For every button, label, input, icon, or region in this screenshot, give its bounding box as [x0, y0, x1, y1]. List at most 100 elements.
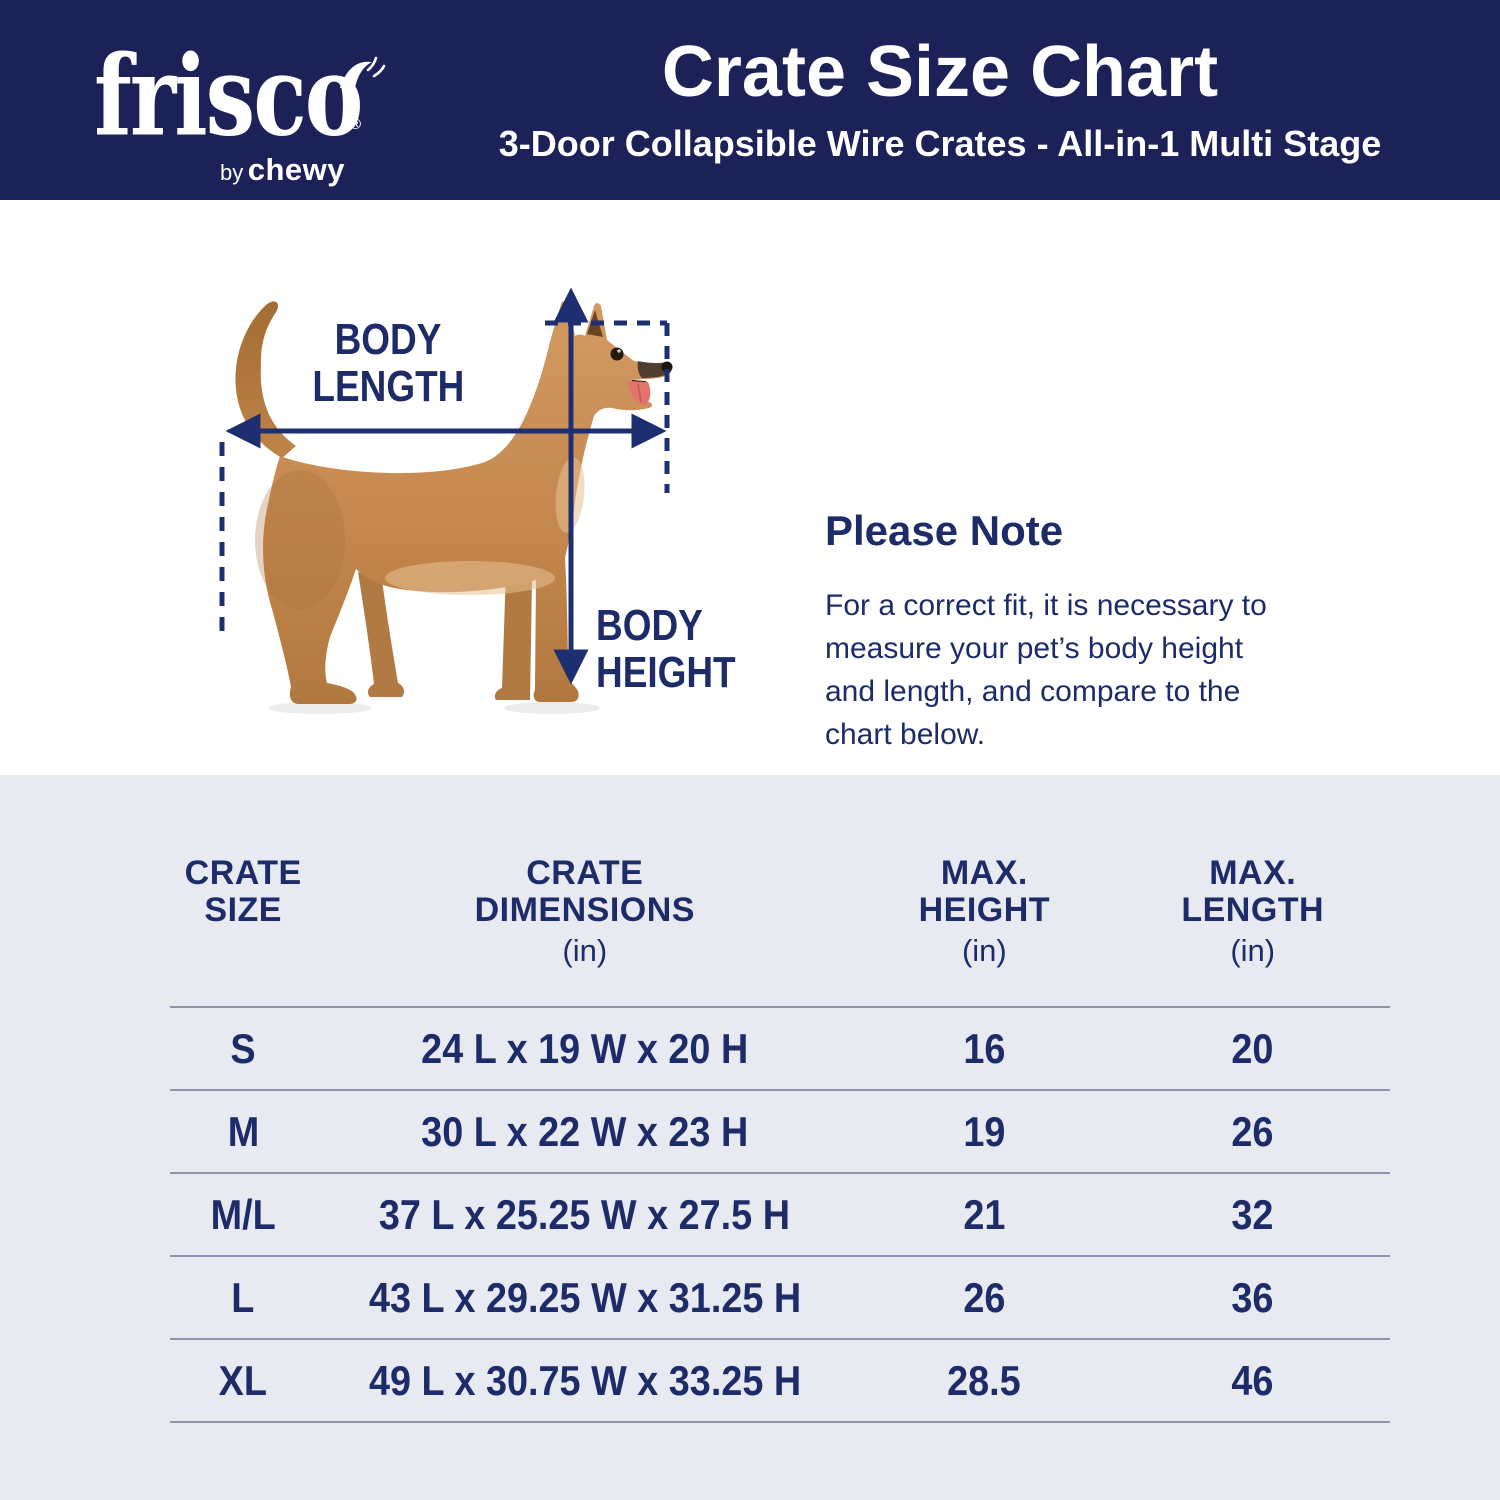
dog-haunch-shading	[255, 470, 345, 610]
max-height-value: 19	[963, 1107, 1006, 1155]
body-length-label: BODY LENGTH	[312, 315, 464, 410]
size-value: S	[230, 1024, 256, 1072]
note-intro: For a correct fit, it is necessary to me…	[825, 584, 1355, 756]
dimensions-value: 43 L x 29.25 W x 31.25 H	[368, 1273, 801, 1321]
dog-belly-highlight	[385, 561, 555, 595]
cell-size: M/L	[170, 1191, 316, 1239]
max-height-value: 26	[963, 1273, 1006, 1321]
size-chart-section: CRATE SIZE CRATE DIMENSIONS (in) MAX. HE…	[0, 775, 1500, 1500]
byline-by: by	[220, 160, 244, 185]
frisco-tail-icon	[340, 56, 386, 88]
size-value: XL	[219, 1356, 268, 1404]
size-table-header: CRATE SIZE CRATE DIMENSIONS (in) MAX. HE…	[170, 855, 1390, 1006]
header-line: MAX.	[940, 854, 1028, 892]
measurement-guides	[219, 287, 670, 685]
dog-shadow	[268, 702, 372, 714]
table-row-s: S 24 L x 19 W x 20 H 16 20	[170, 1006, 1390, 1089]
cell-max-height: 19	[853, 1108, 1115, 1156]
dimensions-value: 49 L x 30.75 W x 33.25 H	[368, 1356, 801, 1404]
dimensions-value: 30 L x 22 W x 23 H	[421, 1107, 749, 1155]
dog-eye-glint	[617, 349, 621, 353]
note-heading: Please Note	[825, 507, 1064, 554]
column-header-max-height: MAX. HEIGHT (in)	[853, 855, 1115, 1006]
column-header-max-length: MAX. LENGTH (in)	[1115, 855, 1390, 1006]
table-row-ml: M/L 37 L x 25.25 W x 27.5 H 21 32	[170, 1172, 1390, 1255]
frisco-logo: frisco ® by chewy	[88, 28, 408, 188]
page-subtitle: 3-Door Collapsible Wire Crates - All-in-…	[498, 123, 1382, 164]
header-line: LENGTH	[1181, 891, 1325, 929]
cell-max-height: 16	[853, 1025, 1115, 1073]
dog-measurement-diagram: BODY LENGTH BODY HEIGHT	[180, 250, 800, 720]
header-banner: frisco ® by chewy Crate Size Chart 3-Doo…	[0, 0, 1500, 200]
cell-size: S	[170, 1025, 316, 1073]
dog-eye	[610, 347, 624, 361]
dog-far-hind-leg	[358, 572, 405, 697]
cell-max-height: 21	[853, 1191, 1115, 1239]
cell-dimensions: 24 L x 19 W x 20 H	[316, 1025, 853, 1073]
note-line: For a correct fit, it is necessary to	[825, 589, 1267, 622]
header-line: DIMENSIONS	[474, 891, 695, 929]
max-length-value: 32	[1231, 1190, 1274, 1238]
table-row-m: M 30 L x 22 W x 23 H 19 26	[170, 1089, 1390, 1172]
body-height-label: BODY HEIGHT	[596, 602, 764, 696]
body-height-line1: BODY	[596, 601, 703, 650]
registered-mark: ®	[350, 116, 362, 133]
cell-size: XL	[170, 1357, 316, 1405]
note-line: and length, and compare to the	[825, 675, 1241, 708]
cell-max-height: 28.5	[853, 1357, 1115, 1405]
size-table: CRATE SIZE CRATE DIMENSIONS (in) MAX. HE…	[170, 855, 1390, 1423]
max-height-value: 28.5	[947, 1356, 1022, 1404]
header-unit: (in)	[961, 933, 1007, 968]
cell-max-length: 26	[1115, 1108, 1390, 1156]
body-length-line1: BODY	[334, 315, 442, 364]
dog-far-front-leg	[494, 570, 532, 700]
header-line: SIZE	[204, 891, 282, 929]
header-unit: (in)	[1230, 933, 1276, 968]
cell-dimensions: 49 L x 30.75 W x 33.25 H	[316, 1357, 853, 1405]
dog-tongue-crease	[637, 383, 642, 403]
header-line: HEIGHT	[918, 891, 1051, 929]
table-row-l: L 43 L x 29.25 W x 31.25 H 26 36	[170, 1255, 1390, 1338]
page-title: Crate Size Chart	[661, 32, 1219, 112]
frisco-wordmark: frisco	[94, 29, 363, 161]
cell-dimensions: 43 L x 29.25 W x 31.25 H	[316, 1274, 853, 1322]
cell-max-height: 26	[853, 1274, 1115, 1322]
dog-shadow	[504, 702, 600, 714]
body-height-line2: HEIGHT	[596, 648, 736, 697]
table-row-xl: XL 49 L x 30.75 W x 33.25 H 28.5 46	[170, 1338, 1390, 1421]
note-line: measure your pet’s body height	[825, 632, 1244, 665]
header-line: CRATE	[184, 854, 302, 892]
dimensions-value: 37 L x 25.25 W x 27.5 H	[379, 1190, 791, 1238]
cell-dimensions: 37 L x 25.25 W x 27.5 H	[316, 1191, 853, 1239]
note-line: chart below.	[825, 718, 986, 751]
dog-nose	[661, 361, 673, 373]
size-value: L	[231, 1273, 255, 1321]
chewy-byline: by chewy	[220, 152, 345, 188]
cell-max-length: 46	[1115, 1357, 1390, 1405]
max-height-value: 16	[963, 1024, 1006, 1072]
max-length-value: 26	[1231, 1107, 1274, 1155]
cell-size: L	[170, 1274, 316, 1322]
cell-max-length: 20	[1115, 1025, 1390, 1073]
max-height-value: 21	[963, 1190, 1006, 1238]
size-value: M/L	[210, 1190, 276, 1238]
column-header-crate-dimensions: CRATE DIMENSIONS (in)	[316, 855, 853, 1006]
cell-max-length: 32	[1115, 1191, 1390, 1239]
dimensions-value: 24 L x 19 W x 20 H	[421, 1024, 749, 1072]
column-header-crate-size: CRATE SIZE	[170, 855, 316, 1006]
size-table-body: S 24 L x 19 W x 20 H 16 20 M 30 L x 22 W…	[170, 1006, 1390, 1423]
max-length-value: 20	[1231, 1024, 1274, 1072]
cell-size: M	[170, 1108, 316, 1156]
max-length-value: 46	[1231, 1356, 1274, 1404]
max-length-value: 36	[1231, 1273, 1274, 1321]
dog-illustration	[219, 287, 673, 714]
cell-max-length: 36	[1115, 1274, 1390, 1322]
header-line: CRATE	[526, 854, 644, 892]
header-line: MAX.	[1209, 854, 1297, 892]
size-value: M	[227, 1107, 259, 1155]
header-titles: Crate Size Chart 3-Door Collapsible Wire…	[420, 32, 1460, 164]
measurement-section: BODY LENGTH BODY HEIGHT Please Note For …	[0, 200, 1500, 961]
dog-tail	[235, 301, 296, 458]
header-unit: (in)	[562, 933, 608, 968]
